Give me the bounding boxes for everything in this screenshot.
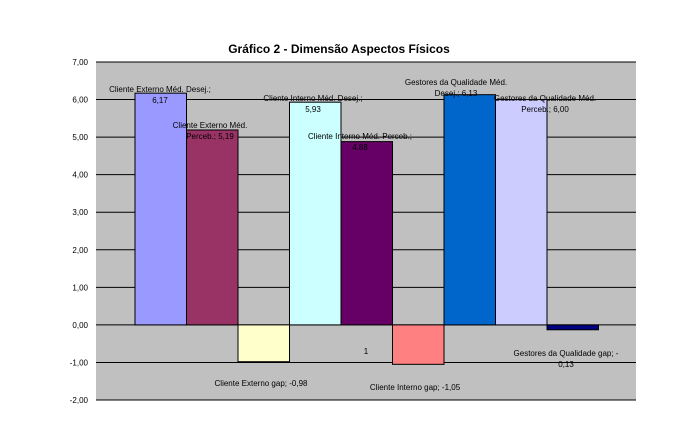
category-label: 1 <box>364 347 369 356</box>
y-tick-label: 5,00 <box>72 133 88 142</box>
bar <box>186 129 239 326</box>
data-label: Gestores da Qualidade Méd. <box>405 78 507 87</box>
bar <box>546 324 599 331</box>
data-label: 5,93 <box>305 105 321 114</box>
chart-title: Gráfico 2 - Dimensão Aspectos Físicos <box>228 42 450 56</box>
bar <box>443 94 496 326</box>
y-tick-label: 3,00 <box>72 208 88 217</box>
data-label: 4,88 <box>352 143 368 152</box>
data-label: Cliente Externo Méd. Desej.; <box>109 85 211 94</box>
data-label: Cliente Externo Méd. <box>173 121 248 130</box>
bar <box>392 324 445 365</box>
data-label: Desej.; 6,13 <box>435 89 478 98</box>
y-tick-label: -1,00 <box>70 358 89 367</box>
y-tick-label: 0,00 <box>72 321 88 330</box>
data-label: Cliente Interno Méd. Desej.; <box>263 94 362 103</box>
y-tick-label: -2,00 <box>70 396 89 405</box>
bar <box>340 141 393 326</box>
y-tick-label: 1,00 <box>72 283 88 292</box>
data-label: Cliente Externo gap; -0,98 <box>215 379 308 388</box>
data-label: Cliente Interno gap; -1,05 <box>370 383 461 392</box>
data-label: Perceb.; 5,19 <box>186 132 234 141</box>
bar <box>289 101 342 326</box>
bar <box>495 99 548 326</box>
bar <box>237 324 290 363</box>
data-label: 0,13 <box>558 360 574 369</box>
data-label: 6,17 <box>152 96 168 105</box>
data-label: Cliente Interno Méd. Perceb.; <box>308 132 412 141</box>
y-tick-label: 7,00 <box>72 58 88 67</box>
y-tick-label: 6,00 <box>72 96 88 105</box>
data-label: Gestores da Qualidade gap; - <box>514 349 619 358</box>
data-label: Perceb.; 6,00 <box>521 105 569 114</box>
data-label: Gestores da Qualidade Méd. <box>494 94 596 103</box>
y-tick-label: 2,00 <box>72 246 88 255</box>
y-tick-label: 4,00 <box>72 171 88 180</box>
